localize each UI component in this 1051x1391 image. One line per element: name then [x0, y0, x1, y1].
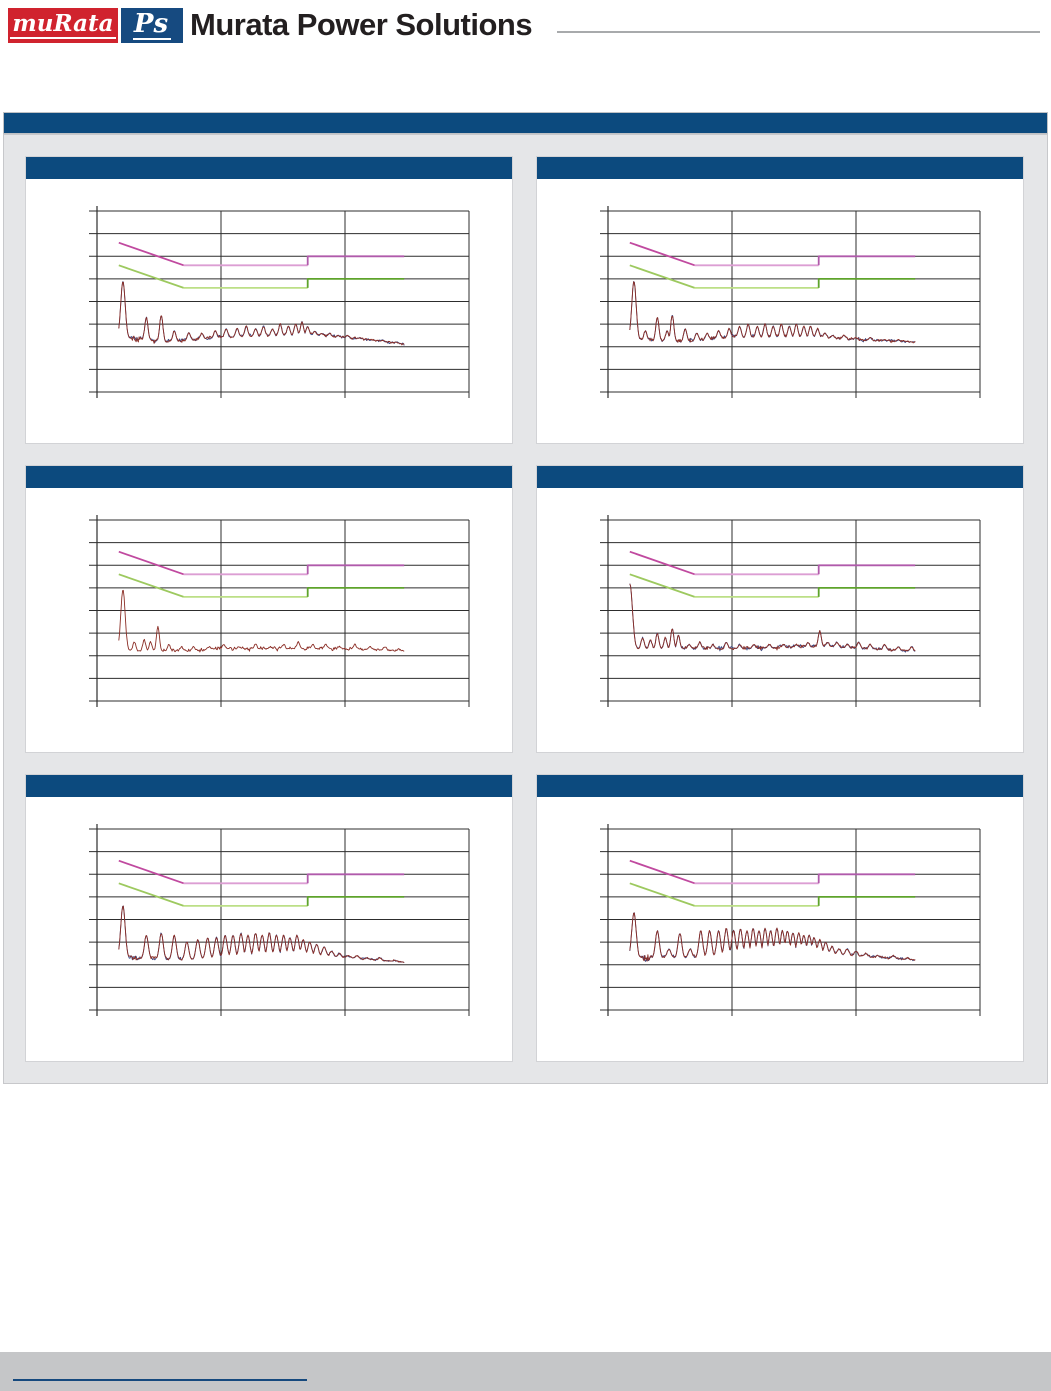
- chart-card-mid-right: [536, 465, 1024, 753]
- murata-logo: muRata: [8, 8, 118, 43]
- chart-header-bar: [537, 157, 1023, 179]
- emc-chart-top-left: [89, 206, 470, 398]
- emc-chart-bottom-right: [600, 824, 981, 1016]
- chart-header-bar: [26, 466, 512, 488]
- murata-logo-text: muRata: [10, 10, 116, 39]
- chart-card-top-left: [25, 156, 513, 444]
- page-title: Murata Power Solutions: [190, 7, 533, 42]
- chart-card-mid-left: [25, 465, 513, 753]
- chart-header-bar: [537, 466, 1023, 488]
- footer-band: [0, 1352, 1051, 1391]
- chart-card-top-right: [536, 156, 1024, 444]
- emc-chart-mid-right: [600, 515, 981, 707]
- chart-card-bottom-right: [536, 774, 1024, 1062]
- power-solutions-logo: Ps: [121, 8, 183, 43]
- emc-chart-top-right: [600, 206, 981, 398]
- header-rule: [557, 31, 1040, 33]
- chart-card-bottom-left: [25, 774, 513, 1062]
- emc-chart-mid-left: [89, 515, 470, 707]
- emc-chart-bottom-left: [89, 824, 470, 1016]
- ps-logo-text: Ps: [132, 11, 172, 40]
- chart-header-bar: [26, 775, 512, 797]
- footer-rule: [13, 1379, 307, 1381]
- section-title-bar: [3, 112, 1048, 134]
- chart-header-bar: [537, 775, 1023, 797]
- chart-header-bar: [26, 157, 512, 179]
- charts-panel: [3, 134, 1048, 1084]
